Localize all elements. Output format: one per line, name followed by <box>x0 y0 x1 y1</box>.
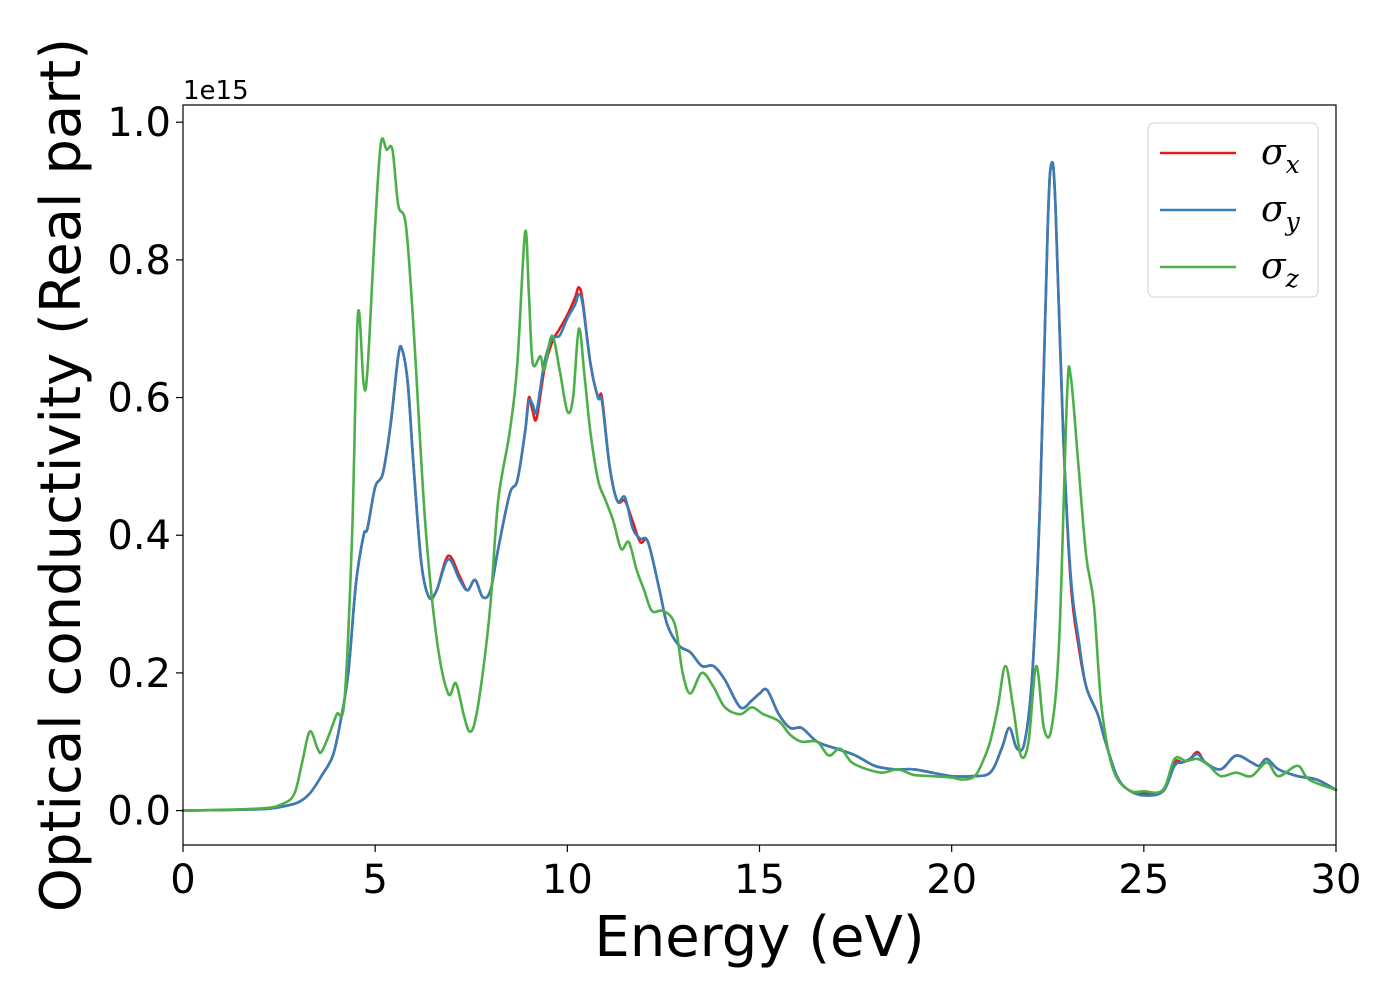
series-line-z <box>181 137 1338 812</box>
series-line-y <box>181 160 1338 812</box>
x-tick-label: 10 <box>542 857 593 903</box>
y-tick-label: 0.4 <box>107 513 171 559</box>
series-layer <box>181 137 1338 812</box>
y-tick-label: 1.0 <box>107 100 171 146</box>
y-tick-label: 0.0 <box>107 789 171 835</box>
legend-label-z: σz <box>1261 246 1300 293</box>
y-tick-label: 0.6 <box>107 376 171 422</box>
x-tick-label: 15 <box>734 857 785 903</box>
y-axis: 0.0 0.2 0.4 0.6 0.8 1.0 <box>107 100 183 835</box>
y-tick-label: 0.8 <box>107 238 171 284</box>
legend: σx σy σz <box>1147 122 1319 298</box>
x-axis-label: Energy (eV) <box>594 905 924 970</box>
x-axis: 0 5 10 15 20 25 30 <box>170 845 1361 903</box>
y-tick-label: 0.2 <box>107 651 171 697</box>
x-tick-label: 5 <box>362 857 387 903</box>
y-offset-label: 1e15 <box>183 76 249 106</box>
y-axis-label: Optical conductivity (Real part) <box>29 38 94 912</box>
x-tick-label: 30 <box>1311 857 1362 903</box>
legend-label-y: σy <box>1261 189 1301 236</box>
x-tick-label: 25 <box>1118 857 1169 903</box>
x-tick-label: 0 <box>170 857 195 903</box>
x-tick-label: 20 <box>926 857 977 903</box>
legend-label-x: σx <box>1261 132 1300 179</box>
